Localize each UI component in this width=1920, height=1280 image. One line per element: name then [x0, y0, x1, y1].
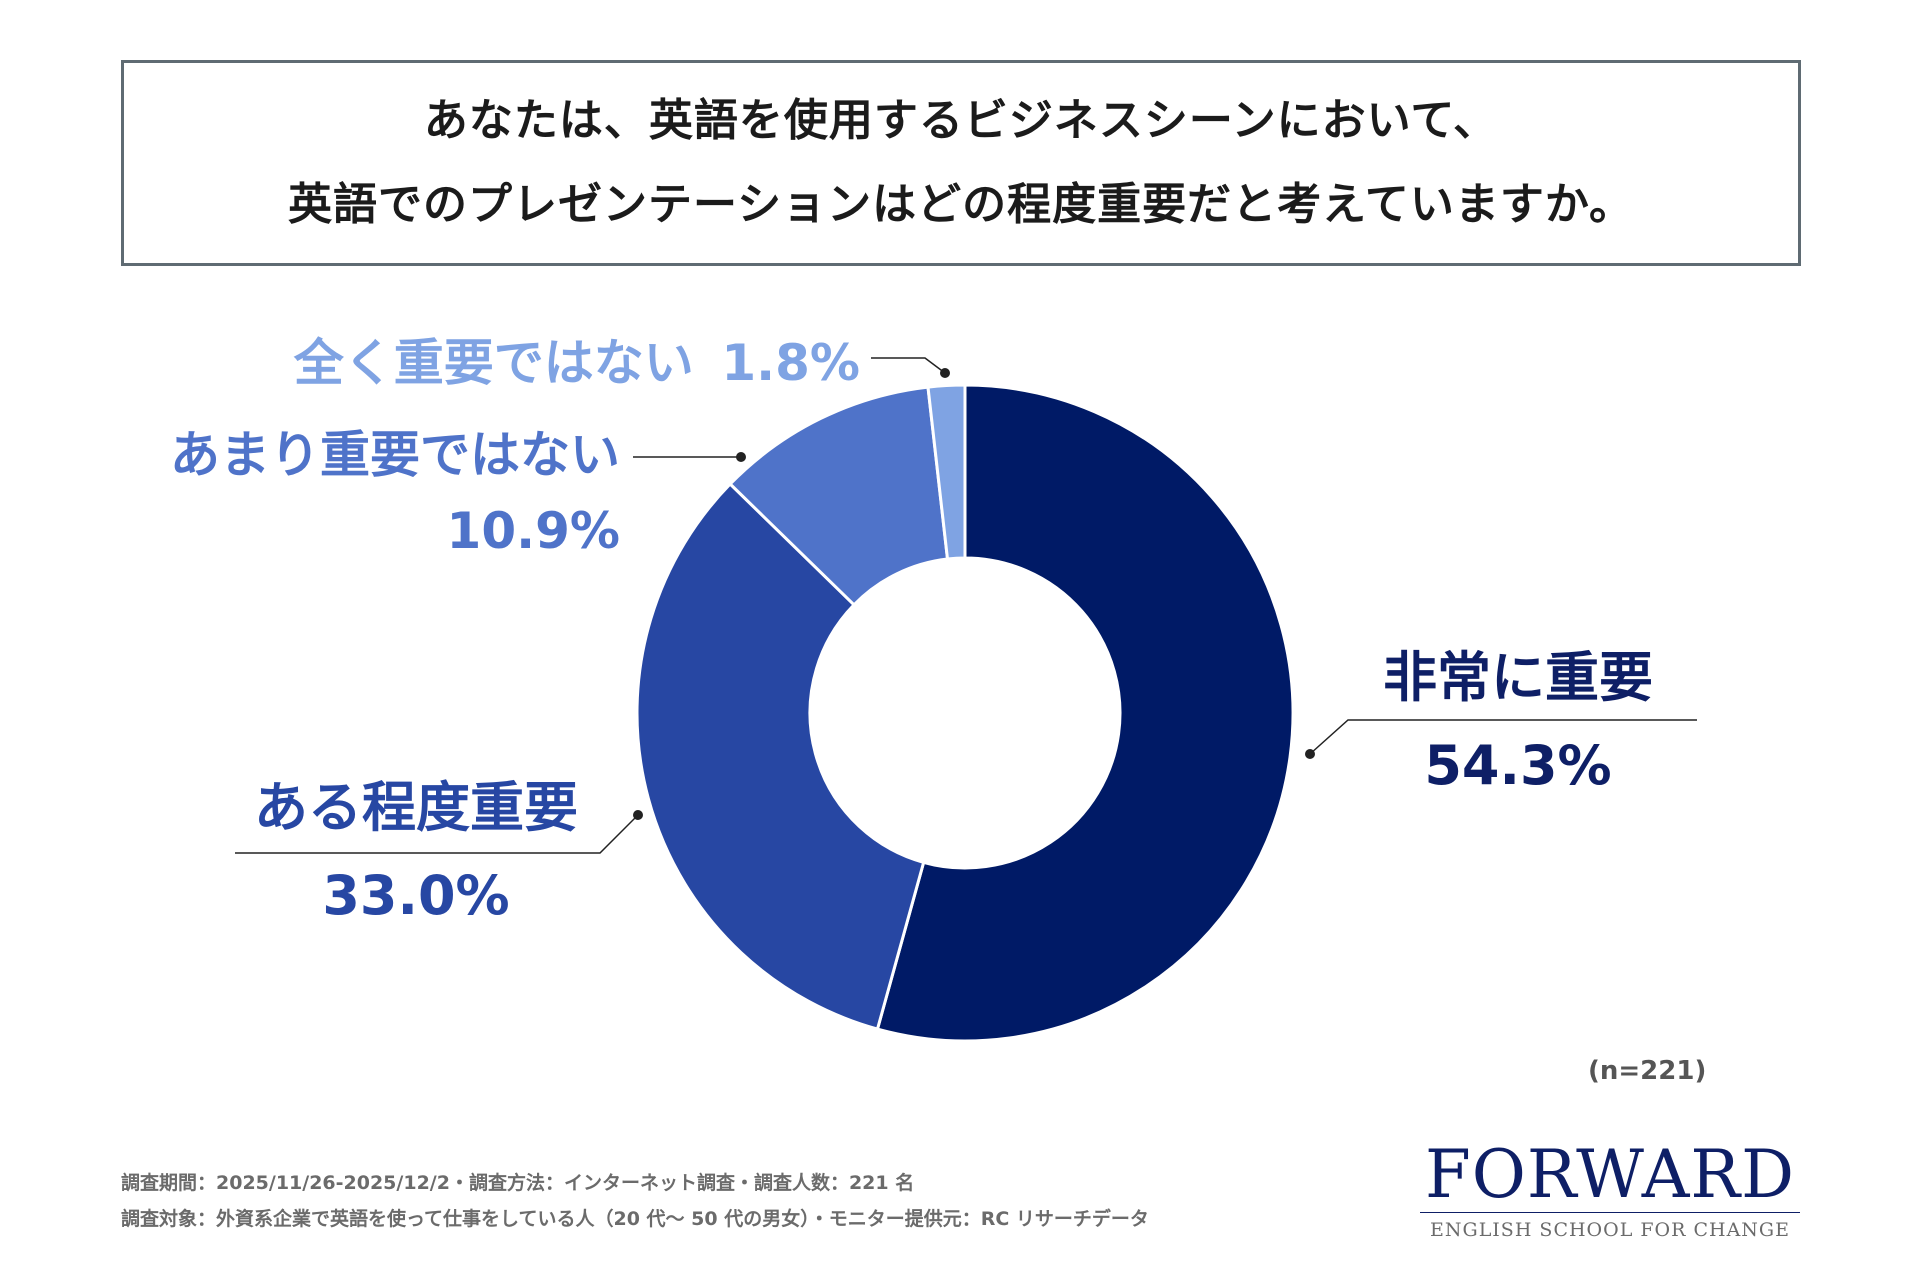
label-not-very-important-value: 10.9%	[446, 502, 620, 560]
leader-lines	[235, 357, 1697, 854]
leader-not-at-all-important-dot	[940, 368, 950, 378]
label-not-at-all-important: 全く重要ではない 1.8%	[240, 328, 860, 398]
label-somewhat-important-name: ある程度重要	[254, 776, 578, 839]
leader-somewhat-important-dot	[633, 810, 643, 820]
forward-logo: FORWARD ENGLISH SCHOOL FOR CHANGE	[1410, 1142, 1810, 1241]
logo-divider	[1420, 1212, 1800, 1213]
label-very-important-value: 54.3%	[1424, 734, 1612, 797]
logo-tagline: ENGLISH SCHOOL FOR CHANGE	[1430, 1219, 1790, 1241]
label-very-important-name: 非常に重要	[1383, 646, 1653, 709]
slice-somewhat-important	[635, 481, 926, 1031]
leader-somewhat-important	[235, 814, 639, 854]
survey-note-2: 調査対象：外資系企業で英語を使って仕事をしている人（20 代～ 50 代の男女）…	[121, 1208, 1149, 1230]
label-not-very-important: あまり重要ではない 10.9%	[100, 420, 620, 566]
label-very-important: 非常に重要 54.3%	[1383, 640, 1653, 804]
label-somewhat-important: ある程度重要 33.0%	[236, 770, 596, 934]
donut-slices	[635, 383, 1295, 1043]
leader-not-at-all-important	[871, 357, 946, 374]
label-not-very-important-name: あまり重要ではない	[170, 426, 620, 484]
sample-size-note: (n=221)	[1588, 1056, 1707, 1086]
leader-not-very-important-dot	[736, 452, 746, 462]
survey-note-1: 調査期間：2025/11/26-2025/12/2・調査方法：インターネット調査…	[121, 1172, 915, 1194]
label-not-at-all-important-name: 全く重要ではない	[293, 334, 694, 392]
title-line-2: 英語でのプレゼンテーションはどの程度重要だと考えていますか。	[287, 179, 1635, 230]
leader-very-important	[1309, 719, 1697, 755]
label-somewhat-important-value: 33.0%	[322, 864, 510, 927]
label-not-at-all-important-value: 1.8%	[721, 334, 860, 392]
logo-name: FORWARD	[1425, 1136, 1795, 1213]
leader-very-important-dot	[1305, 749, 1315, 759]
title-box: あなたは、英語を使用するビジネスシーンにおいて、 英語でのプレゼンテーションはど…	[121, 60, 1801, 266]
slice-very-important	[875, 383, 1295, 1043]
title-line-1: あなたは、英語を使用するビジネスシーンにおいて、	[423, 95, 1499, 146]
slice-not-at-all-important	[926, 383, 967, 561]
